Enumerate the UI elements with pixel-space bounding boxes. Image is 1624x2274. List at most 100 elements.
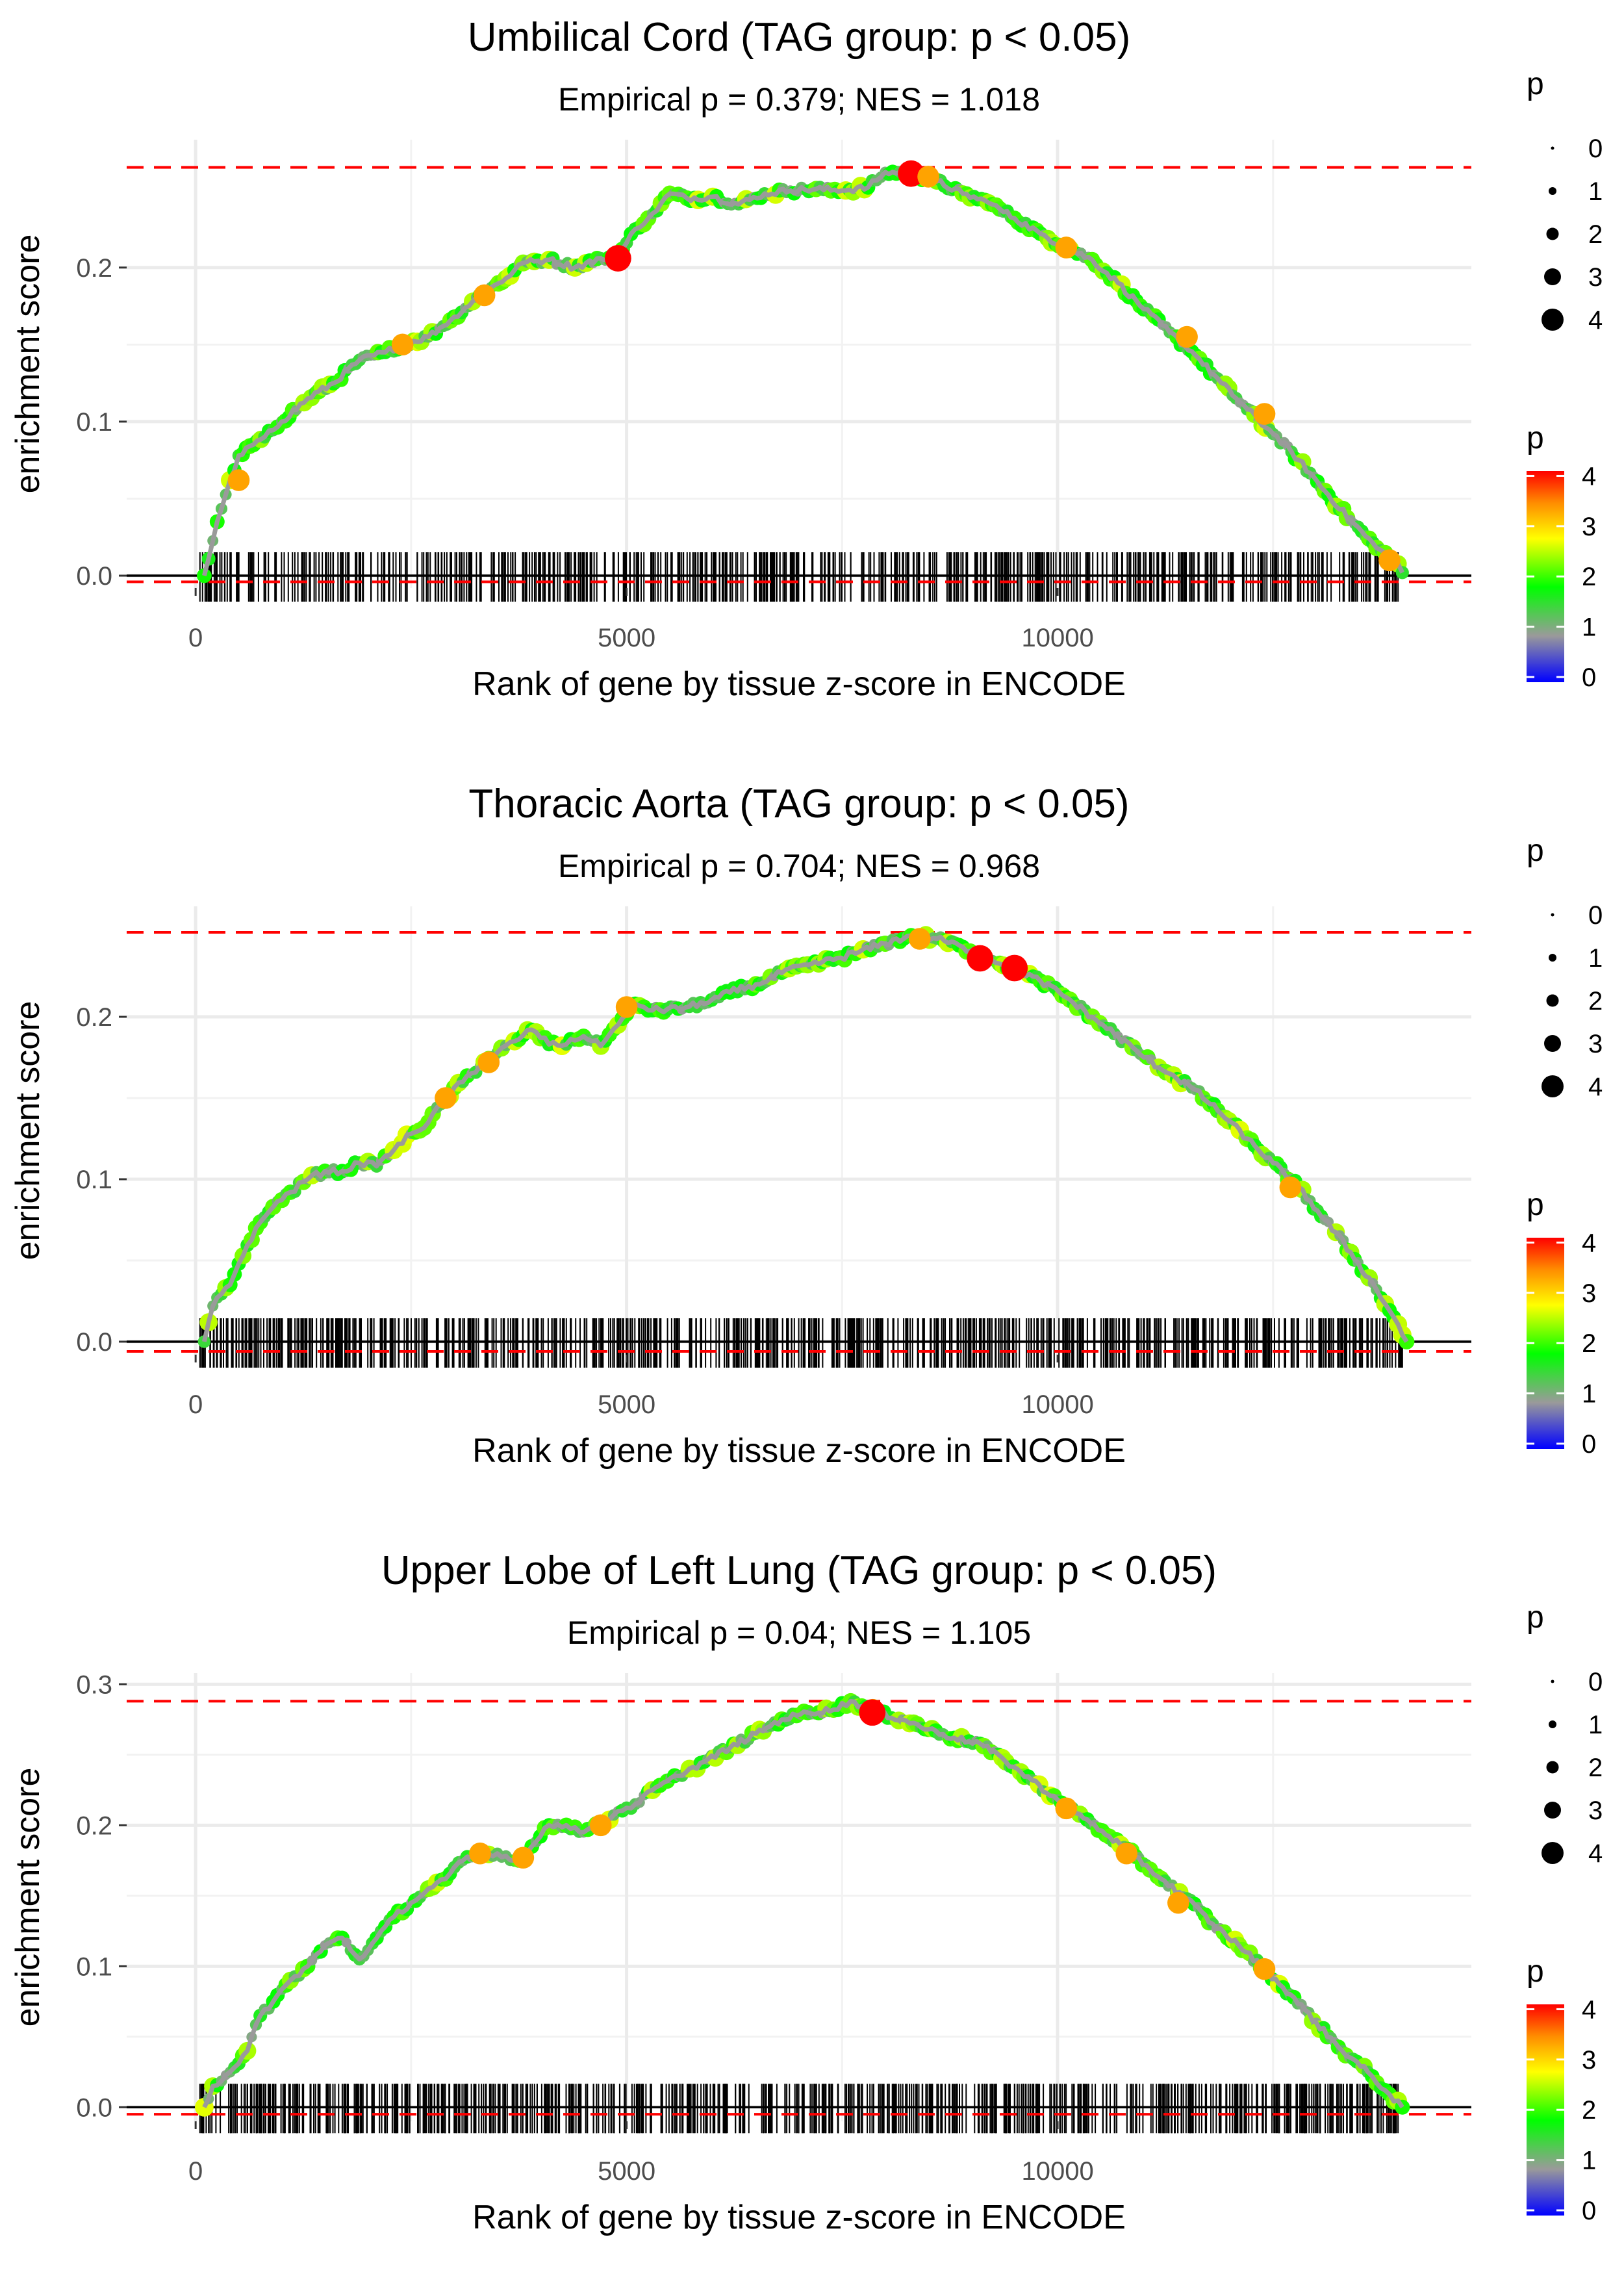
x-tick-label: 10000	[1021, 624, 1093, 652]
high-p-point	[473, 284, 496, 307]
size-legend-dot	[1542, 1842, 1564, 1864]
size-legend-dot	[1549, 1720, 1556, 1728]
y-tick-label: 0.3	[76, 1670, 112, 1699]
enrichment-curve	[202, 170, 1404, 576]
enrichment-points	[195, 1693, 1410, 2117]
high-p-point	[1055, 1797, 1078, 1820]
color-legend: p 4 3 2 1 0	[1527, 421, 1596, 692]
x-tick-label: 5000	[598, 2157, 655, 2186]
size-legend-label: 0	[1588, 1668, 1603, 1696]
size-legend-dot	[1551, 913, 1554, 917]
color-legend-label: 0	[1582, 1430, 1596, 1459]
size-legend-title: p	[1527, 67, 1544, 101]
high-p-point	[477, 1051, 500, 1073]
color-legend-label: 2	[1582, 1329, 1596, 1358]
size-legend-dot	[1544, 1802, 1561, 1819]
grid	[127, 1673, 1471, 2121]
y-tick-label: 0.0	[76, 562, 112, 591]
y-tick-label: 0.0	[76, 1328, 112, 1357]
color-legend-label: 2	[1582, 2096, 1596, 2125]
x-tick-label: 5000	[598, 1390, 655, 1419]
x-tick-label: 0	[188, 624, 203, 652]
size-legend-dot	[1544, 1035, 1561, 1052]
color-legend-title: p	[1527, 421, 1544, 455]
panel-2: Thoracic Aorta (TAG group: p < 0.05) Empi…	[9, 782, 1603, 1470]
size-legend-dot	[1546, 1761, 1559, 1774]
x-tick-label: 10000	[1021, 2157, 1093, 2186]
gene-rank-ticks	[199, 1318, 1403, 1368]
color-legend-label: 3	[1582, 1279, 1596, 1308]
color-legend-title: p	[1527, 1954, 1544, 1989]
x-tick-label: 5000	[598, 624, 655, 652]
size-legend-dot	[1546, 227, 1559, 240]
gene-rank-ticks	[199, 552, 1399, 602]
size-legend: p 0 1 2 3 4	[1527, 1600, 1603, 1868]
high-p-point	[1115, 1842, 1138, 1865]
y-tick-label: 0.0	[76, 2093, 112, 2122]
high-p-point	[590, 1814, 612, 1837]
size-legend-label: 3	[1588, 263, 1603, 292]
size-legend: p 0 1 2 3 4	[1527, 67, 1603, 335]
color-legend-title: p	[1527, 1188, 1544, 1222]
high-p-point	[1001, 954, 1028, 982]
x-axis-title: Rank of gene by tissue z-score in ENCODE	[472, 2199, 1126, 2236]
high-p-point	[898, 160, 924, 187]
high-p-point	[391, 333, 414, 356]
size-legend-dot	[1549, 954, 1556, 962]
chart-title: Upper Lobe of Left Lung (TAG group: p < …	[381, 1548, 1217, 1593]
size-legend-label: 2	[1588, 987, 1603, 1016]
enrichment-curve	[202, 1698, 1404, 2109]
panel-1: Umbilical Cord (TAG group: p < 0.05) Empi…	[9, 15, 1603, 703]
size-legend-title: p	[1527, 1600, 1544, 1635]
chart-title: Thoracic Aorta (TAG group: p < 0.05)	[468, 782, 1129, 826]
x-axis-title: Rank of gene by tissue z-score in ENCODE	[472, 665, 1126, 703]
color-legend-label: 1	[1582, 1380, 1596, 1409]
chart-subtitle: Empirical p = 0.704; NES = 0.968	[558, 848, 1040, 884]
color-legend-label: 1	[1582, 2147, 1596, 2175]
high-p-point	[908, 928, 931, 950]
high-p-point	[967, 945, 994, 972]
size-legend-label: 1	[1588, 944, 1603, 973]
high-p-point	[512, 1846, 535, 1869]
enrichment-points	[197, 164, 1409, 583]
high-p-point	[1055, 236, 1078, 259]
high-p-point	[917, 166, 939, 188]
high-p-point	[1253, 1958, 1276, 1980]
color-legend-label: 4	[1582, 1995, 1596, 2024]
high-p-point	[469, 1842, 491, 1865]
size-legend-dot	[1542, 309, 1564, 331]
x-tick-label: 0	[188, 2157, 203, 2186]
size-legend-title: p	[1527, 834, 1544, 868]
gene-rank-ticks	[199, 2084, 1399, 2134]
size-legend-label: 0	[1588, 134, 1603, 163]
high-p-point	[615, 996, 638, 1018]
size-legend-label: 3	[1588, 1030, 1603, 1058]
chart-subtitle: Empirical p = 0.379; NES = 1.018	[558, 81, 1040, 118]
color-legend-label: 0	[1582, 663, 1596, 692]
high-p-point	[1279, 1176, 1302, 1199]
size-legend-label: 0	[1588, 901, 1603, 930]
color-legend-label: 4	[1582, 462, 1596, 491]
chart-title: Umbilical Cord (TAG group: p < 0.05)	[468, 15, 1131, 60]
size-legend-label: 1	[1588, 177, 1603, 206]
high-p-point	[1176, 326, 1198, 348]
enrichment-curve	[201, 931, 1409, 1343]
color-legend-label: 1	[1582, 613, 1596, 642]
size-legend-dot	[1542, 1075, 1564, 1097]
size-legend: p 0 1 2 3 4	[1527, 834, 1603, 1101]
size-legend-dot	[1551, 1680, 1554, 1683]
chart-subtitle: Empirical p = 0.04; NES = 1.105	[567, 1615, 1031, 1651]
size-legend-dot	[1544, 268, 1561, 285]
size-legend-dot	[1551, 146, 1554, 150]
high-p-point	[859, 1699, 886, 1726]
x-axis-title: Rank of gene by tissue z-score in ENCODE	[472, 1432, 1126, 1470]
high-p-point	[604, 245, 631, 272]
size-legend-label: 4	[1588, 1839, 1603, 1868]
color-legend: p 4 3 2 1 0	[1527, 1954, 1596, 2225]
size-legend-dot	[1546, 994, 1559, 1007]
y-axis-title: enrichment score	[9, 1001, 47, 1260]
size-legend-label: 1	[1588, 1711, 1603, 1739]
color-legend-label: 3	[1582, 2046, 1596, 2075]
color-legend-label: 2	[1582, 563, 1596, 591]
